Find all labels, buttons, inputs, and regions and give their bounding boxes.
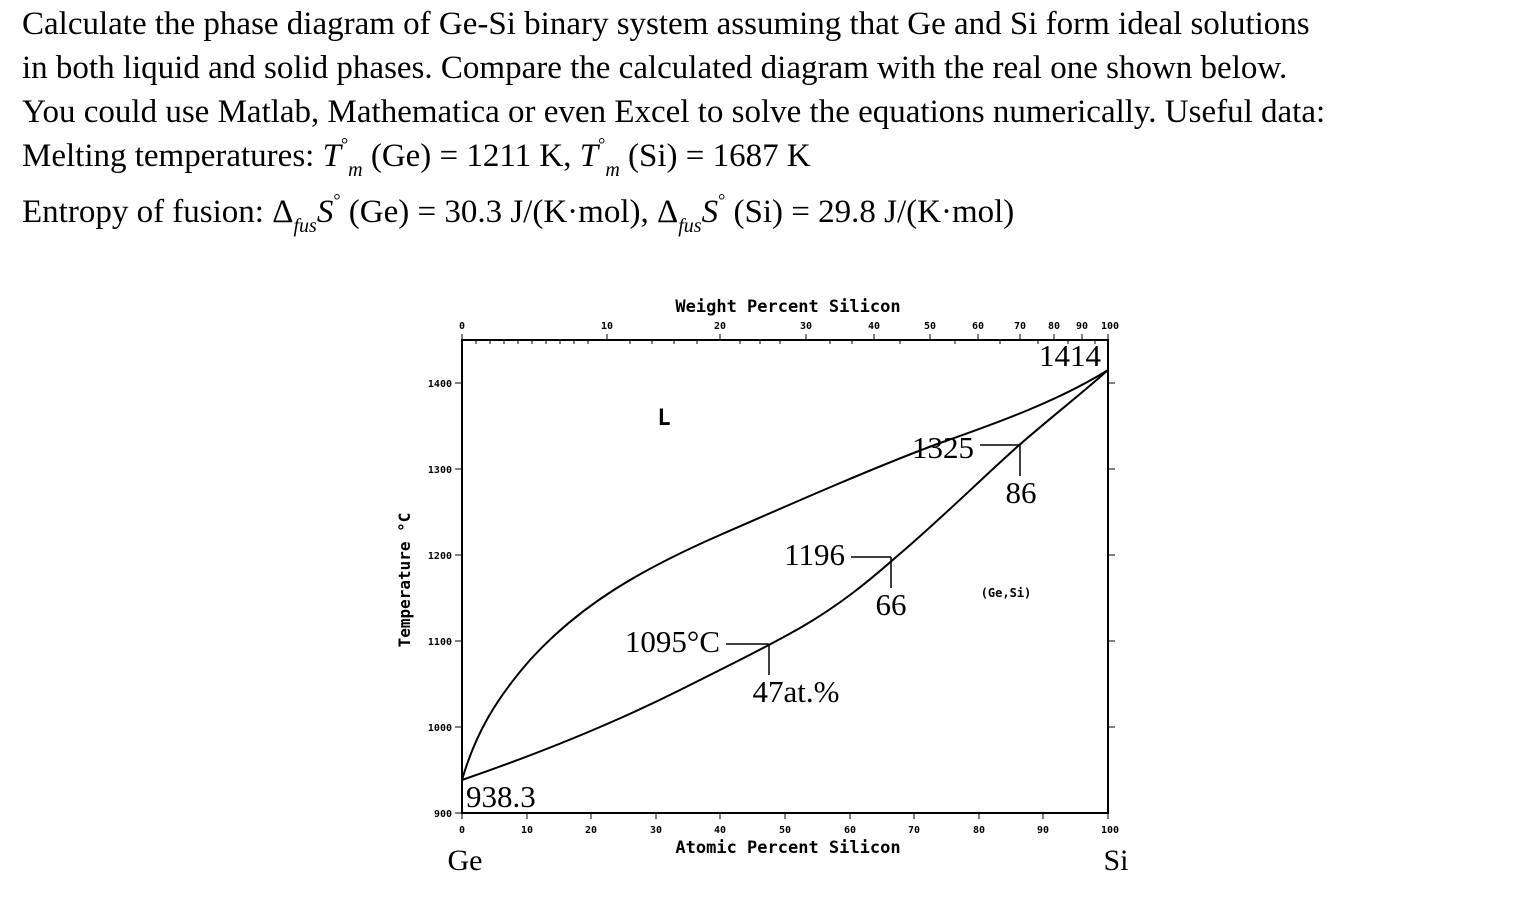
problem-statement: Calculate the phase diagram of Ge-Si bin… [22,2,1522,134]
label-1325: 1325 [912,430,974,465]
svg-text:1100: 1100 [428,637,452,648]
svg-text:0: 0 [459,825,465,836]
svg-text:30: 30 [800,321,812,332]
top-axis-ticks [461,334,1109,340]
svg-text:60: 60 [972,321,984,332]
svg-text:900: 900 [434,809,452,820]
svg-text:10: 10 [521,825,533,836]
svg-text:60: 60 [844,825,856,836]
s-ge-value: (Ge) = 30.3 J/(K·mol), [348,194,649,230]
svg-text:80: 80 [1048,321,1060,332]
svg-text:1300: 1300 [428,465,452,476]
svg-text:30: 30 [650,825,662,836]
svg-text:70: 70 [908,825,920,836]
label-938: 938.3 [466,779,536,814]
label-47at: 47at.% [753,674,840,709]
label-66: 66 [876,587,907,622]
label-1196: 1196 [784,537,845,572]
problem-line-2: in both liquid and solid phases. Compare… [22,50,1288,86]
svg-text:100: 100 [1101,825,1119,836]
svg-text:1400: 1400 [428,379,452,390]
svg-text:50: 50 [779,825,791,836]
svg-text:1200: 1200 [428,551,452,562]
svg-text:1000: 1000 [428,723,452,734]
svg-text:90: 90 [1037,825,1049,836]
left-axis-ticks [455,382,462,814]
si-label: Si [1103,844,1128,877]
ge-label: Ge [448,844,483,877]
melting-temperatures-line: Melting temperatures: T°m (Ge) = 1211 K,… [22,134,811,181]
svg-text:80: 80 [973,825,985,836]
svg-text:50: 50 [924,321,936,332]
tm-ge-value: (Ge) = 1211 K, [370,138,572,174]
left-axis-tick-labels: 1400 1300 1200 1100 1000 900 [428,379,452,820]
liquid-region-label: L [657,406,670,431]
bottom-axis-tick-labels: 0 10 20 30 40 50 60 70 80 90 100 [459,825,1119,836]
label-1095: 1095°C [625,624,720,659]
svg-text:20: 20 [585,825,597,836]
label-1414: 1414 [1039,338,1102,373]
svg-text:20: 20 [714,321,726,332]
temperature-axis-label: Temperature °C [395,513,414,648]
problem-line-1: Calculate the phase diagram of Ge-Si bin… [22,6,1310,42]
annotation-markers [726,444,1021,675]
entropy-label: Entropy of fusion: [22,194,264,230]
top-axis-minor-ticks [475,340,1096,344]
problem-line-3: You could use Matlab, Mathematica or eve… [22,94,1326,130]
top-axis-tick-labels: 0 10 20 30 40 50 60 70 80 90 100 [459,321,1119,332]
weight-percent-label: Weight Percent Silicon [675,297,900,317]
plot-frame [461,339,1109,814]
svg-text:100: 100 [1101,321,1119,332]
atomic-percent-label: Atomic Percent Silicon [675,838,900,858]
melting-label: Melting temperatures: [22,138,315,174]
tm-si-value: (Si) = 1687 K [628,138,811,174]
svg-text:40: 40 [714,825,726,836]
bottom-axis-ticks [461,813,1109,819]
label-86: 86 [1006,475,1037,510]
svg-text:90: 90 [1076,321,1088,332]
right-axis-ticks [1108,382,1115,728]
svg-text:0: 0 [459,321,465,332]
solidus-curve [461,369,1109,781]
entropy-fusion-line: Entropy of fusion: ΔfusS° (Ge) = 30.3 J/… [22,190,1015,237]
liquidus-curve [461,369,1109,781]
svg-text:10: 10 [601,321,613,332]
svg-text:70: 70 [1014,321,1026,332]
s-si-value: (Si) = 29.8 J/(K·mol) [733,194,1015,230]
solid-region-label: (Ge,Si) [981,586,1032,600]
svg-text:40: 40 [868,321,880,332]
